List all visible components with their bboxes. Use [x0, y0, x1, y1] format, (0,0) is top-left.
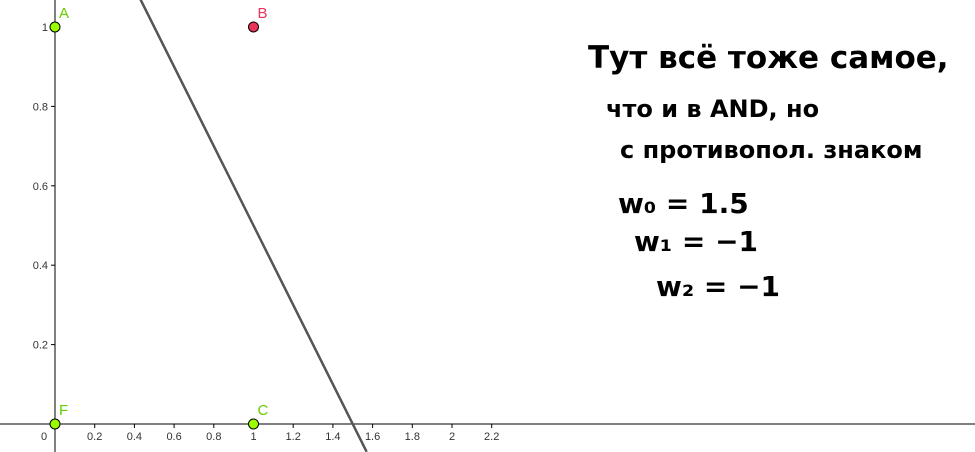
- x-tick-label: 2: [449, 431, 455, 443]
- y-tick-label: 1: [42, 22, 48, 34]
- x-tick-label: 1.2: [286, 431, 301, 443]
- tick-labels: 0.2 0.4 0.6 0.8 1 1.2 1.4 1.6 1.8 2 2.2 0.2 0.4 0.6 0.…: [33, 22, 500, 443]
- x-tick-label: 1.6: [365, 431, 380, 443]
- y-tick-label: 0.8: [33, 101, 48, 113]
- note-w0: w₀ = 1.5: [618, 187, 749, 220]
- x-tick-label: 0.2: [87, 431, 102, 443]
- point-label-c: C: [258, 402, 269, 419]
- note-line-1: Тут всё тоже самое,: [588, 40, 949, 76]
- x-tick-label: 1.8: [405, 431, 420, 443]
- data-points: A B C F: [49, 5, 269, 430]
- x-tick-label: 0.8: [206, 431, 221, 443]
- separating-line: [139, 0, 368, 452]
- note-w2: w₂ = −1: [656, 270, 780, 303]
- x-tick-label: 1.4: [325, 431, 340, 443]
- x-tick-label: 2.2: [484, 431, 499, 443]
- point-label-f: F: [59, 402, 68, 419]
- point-c: [248, 418, 259, 430]
- point-label-b: B: [258, 5, 268, 22]
- point-a: [49, 21, 61, 33]
- y-tick-label: 0.6: [33, 181, 48, 193]
- x-tick-label: 1: [250, 431, 256, 443]
- x-tick-label: 0.4: [127, 431, 142, 443]
- decision-line: [139, 0, 368, 452]
- point-f: [49, 418, 61, 430]
- handwritten-note: Тут всё тоже самое, что и в AND, но с пр…: [588, 40, 949, 303]
- point-label-a: A: [59, 5, 69, 22]
- note-line-2: что и в AND, но: [606, 95, 819, 123]
- note-w1: w₁ = −1: [634, 225, 758, 258]
- origin-label: 0: [41, 431, 47, 443]
- y-tick-label: 0.2: [33, 340, 48, 352]
- note-line-3: с противопол. знаком: [620, 136, 922, 164]
- point-b: [248, 21, 259, 33]
- y-tick-label: 0.4: [33, 260, 48, 272]
- x-tick-label: 0.6: [166, 431, 181, 443]
